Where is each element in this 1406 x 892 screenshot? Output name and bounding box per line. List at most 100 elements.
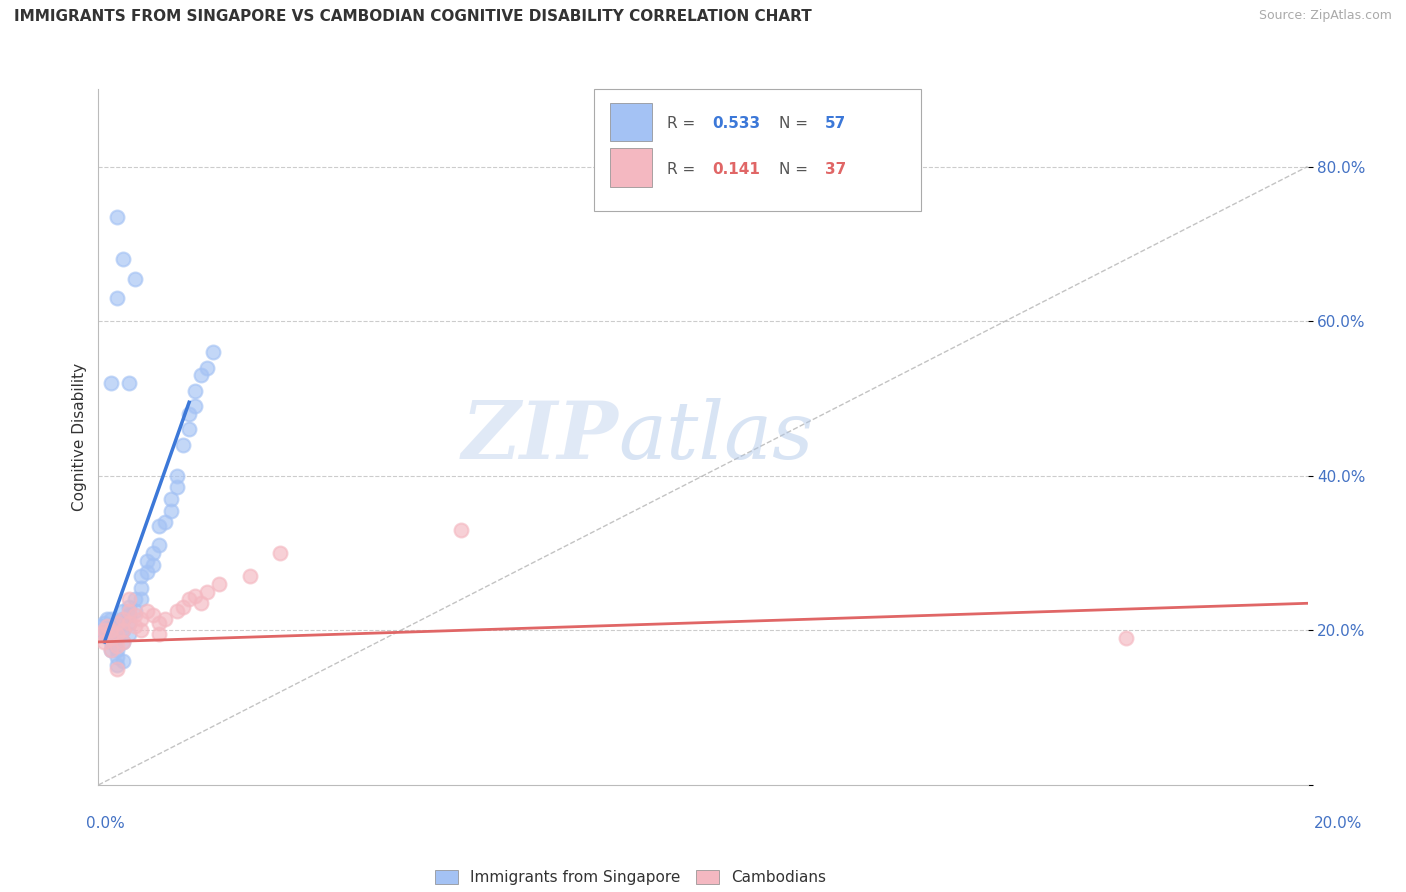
Point — [90, 627, 112, 641]
Point — [166, 468, 188, 483]
Point — [153, 515, 176, 529]
Text: atlas: atlas — [619, 399, 814, 475]
Point — [111, 624, 134, 638]
Point — [160, 491, 183, 506]
Point — [105, 639, 128, 653]
Point — [124, 592, 146, 607]
Point — [93, 615, 115, 630]
Point — [100, 612, 122, 626]
Text: R =: R = — [666, 161, 700, 177]
Point — [105, 291, 128, 305]
Point — [135, 604, 157, 618]
Point — [177, 422, 201, 436]
Point — [105, 615, 128, 630]
Point — [111, 654, 134, 668]
Point — [105, 210, 128, 224]
Point — [135, 566, 157, 580]
Point — [142, 546, 165, 560]
Point — [111, 604, 134, 618]
Text: ZIP: ZIP — [461, 399, 619, 475]
Point — [177, 592, 201, 607]
Point — [142, 558, 165, 572]
Point — [111, 612, 134, 626]
Point — [450, 523, 472, 537]
Point — [118, 627, 141, 641]
Point — [105, 658, 128, 673]
Text: 0.533: 0.533 — [713, 116, 761, 131]
Point — [90, 619, 112, 633]
Text: 20.0%: 20.0% — [1315, 816, 1362, 831]
Point — [100, 642, 122, 657]
Point — [118, 615, 141, 630]
Point — [166, 604, 188, 618]
Point — [195, 360, 218, 375]
Text: N =: N = — [779, 116, 813, 131]
Point — [100, 624, 122, 638]
Point — [172, 600, 194, 615]
Point — [124, 604, 146, 618]
Point — [148, 627, 170, 641]
Point — [105, 650, 128, 665]
Point — [208, 577, 231, 591]
Point — [118, 604, 141, 618]
Point — [129, 612, 152, 626]
Point — [129, 624, 152, 638]
Point — [118, 607, 141, 622]
Text: IMMIGRANTS FROM SINGAPORE VS CAMBODIAN COGNITIVE DISABILITY CORRELATION CHART: IMMIGRANTS FROM SINGAPORE VS CAMBODIAN C… — [14, 9, 811, 24]
Point — [100, 619, 122, 633]
Point — [184, 589, 207, 603]
Point — [202, 345, 225, 359]
Point — [172, 438, 194, 452]
Point — [93, 624, 115, 638]
Text: 0.141: 0.141 — [713, 161, 761, 177]
Point — [118, 600, 141, 615]
Text: 37: 37 — [825, 161, 846, 177]
Point — [1115, 631, 1137, 645]
Bar — [610, 148, 652, 186]
Point — [118, 592, 141, 607]
Point — [105, 615, 128, 630]
Point — [124, 619, 146, 633]
Point — [111, 624, 134, 638]
Point — [111, 612, 134, 626]
Point — [239, 569, 262, 583]
Point — [135, 554, 157, 568]
Point — [111, 635, 134, 649]
Point — [96, 619, 118, 633]
Point — [105, 624, 128, 638]
Point — [160, 503, 183, 517]
Point — [105, 662, 128, 676]
Point — [100, 642, 122, 657]
Point — [190, 368, 212, 383]
Point — [190, 596, 212, 610]
Point — [111, 252, 134, 267]
Point — [105, 631, 128, 645]
Point — [96, 627, 118, 641]
Text: R =: R = — [666, 116, 700, 131]
Point — [124, 607, 146, 622]
Point — [142, 607, 165, 622]
Point — [153, 612, 176, 626]
Point — [111, 635, 134, 649]
Point — [105, 627, 128, 641]
Point — [100, 631, 122, 645]
Point — [124, 271, 146, 285]
Point — [184, 384, 207, 398]
Point — [177, 407, 201, 421]
Point — [129, 581, 152, 595]
Point — [118, 615, 141, 630]
Point — [100, 376, 122, 390]
Point — [195, 584, 218, 599]
Y-axis label: Cognitive Disability: Cognitive Disability — [72, 363, 87, 511]
Point — [148, 519, 170, 533]
Point — [93, 624, 115, 638]
Point — [148, 538, 170, 552]
Point — [269, 546, 291, 560]
Point — [93, 627, 115, 641]
Point — [129, 592, 152, 607]
FancyBboxPatch shape — [595, 89, 921, 211]
Point — [184, 399, 207, 413]
Point — [93, 635, 115, 649]
Text: 0.0%: 0.0% — [86, 816, 125, 831]
Point — [100, 624, 122, 638]
